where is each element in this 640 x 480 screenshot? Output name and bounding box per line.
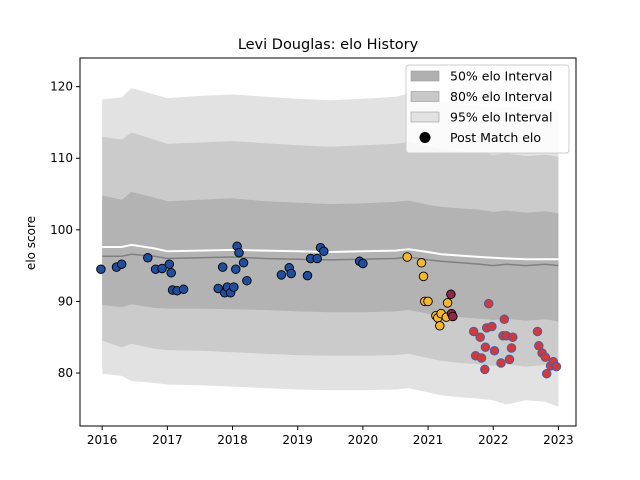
- x-tick-label: 2022: [478, 433, 509, 447]
- post-match-point: [541, 368, 552, 379]
- y-tick-label: 90: [58, 294, 73, 308]
- x-tick-label: 2021: [413, 433, 444, 447]
- y-tick-label: 120: [50, 80, 73, 94]
- x-tick-label: 2018: [217, 433, 248, 447]
- y-tick-label: 110: [50, 151, 73, 165]
- post-match-point: [312, 253, 322, 264]
- post-match-point: [480, 342, 491, 352]
- post-match-point: [423, 296, 433, 307]
- post-match-point: [234, 247, 244, 258]
- post-match-point: [442, 298, 453, 308]
- post-match-point: [480, 364, 490, 375]
- post-match-point: [416, 258, 427, 268]
- post-match-point: [448, 311, 458, 322]
- legend: 50% elo Interval 80% elo Interval 95% elo …: [405, 64, 570, 154]
- median-elo-line: [102, 253, 559, 267]
- post-match-point: [238, 258, 249, 268]
- post-match-point: [418, 271, 429, 282]
- post-match-point: [499, 314, 510, 325]
- post-match-point: [302, 270, 313, 281]
- x-tick-label: 2019: [282, 433, 313, 447]
- post-match-point: [496, 358, 506, 368]
- y-tick-label: 100: [50, 223, 73, 237]
- axes: 2016 2017 2018 2019 2020 2021 2022 2023 80 90 100 1…: [50, 57, 577, 447]
- post-match-point: [358, 258, 368, 269]
- legend-marker: [419, 132, 431, 143]
- post-match-point: [143, 253, 153, 263]
- legend-label: 80% elo Interval: [450, 89, 552, 104]
- post-match-point: [468, 326, 479, 337]
- legend-label: 50% elo Interval: [450, 69, 552, 84]
- legend-swatch: [410, 91, 440, 102]
- legend-swatch: [410, 111, 440, 123]
- legend-label: Post Match elo: [450, 130, 541, 145]
- post-match-point: [231, 264, 241, 274]
- post-match-point: [540, 352, 551, 363]
- central-lines: [102, 243, 559, 267]
- post-match-point: [402, 252, 412, 262]
- post-match-point: [319, 246, 329, 257]
- post-match-point: [483, 298, 494, 309]
- x-tick-label: 2023: [543, 433, 574, 447]
- plot-frame: [79, 57, 577, 427]
- post-match-points: [96, 241, 562, 379]
- post-match-point: [116, 259, 127, 269]
- post-match-point: [532, 326, 543, 337]
- legend-swatch: [410, 70, 440, 82]
- post-match-point: [476, 353, 487, 363]
- post-match-point: [286, 268, 296, 279]
- post-match-point: [229, 282, 239, 292]
- post-match-point: [178, 284, 189, 295]
- x-tick-label: 2020: [348, 433, 379, 447]
- post-match-point: [551, 361, 562, 372]
- post-match-point: [508, 332, 518, 342]
- chart-title: Levi Douglas: elo History: [238, 37, 419, 53]
- post-match-point: [96, 264, 106, 274]
- post-match-point: [475, 332, 485, 342]
- post-match-point: [435, 321, 445, 331]
- post-match-point: [166, 268, 176, 278]
- legend-label: 95% elo Interval: [450, 110, 552, 125]
- post-match-point: [276, 270, 287, 280]
- post-match-point: [489, 346, 500, 356]
- post-match-point: [164, 259, 175, 269]
- post-match-point: [157, 263, 167, 274]
- legend-box: [405, 64, 570, 154]
- x-tick-label: 2016: [87, 433, 118, 447]
- post-match-point: [504, 354, 515, 365]
- post-match-point: [487, 321, 497, 332]
- post-match-point: [217, 262, 228, 272]
- post-match-point: [213, 283, 223, 294]
- post-match-point: [242, 275, 252, 286]
- post-match-point: [446, 289, 456, 300]
- post-match-point: [506, 343, 517, 353]
- y-axis-label: elo score: [24, 216, 38, 270]
- mean-elo-line: [102, 243, 559, 261]
- y-tick-label: 80: [58, 366, 73, 380]
- x-tick-label: 2017: [152, 433, 183, 447]
